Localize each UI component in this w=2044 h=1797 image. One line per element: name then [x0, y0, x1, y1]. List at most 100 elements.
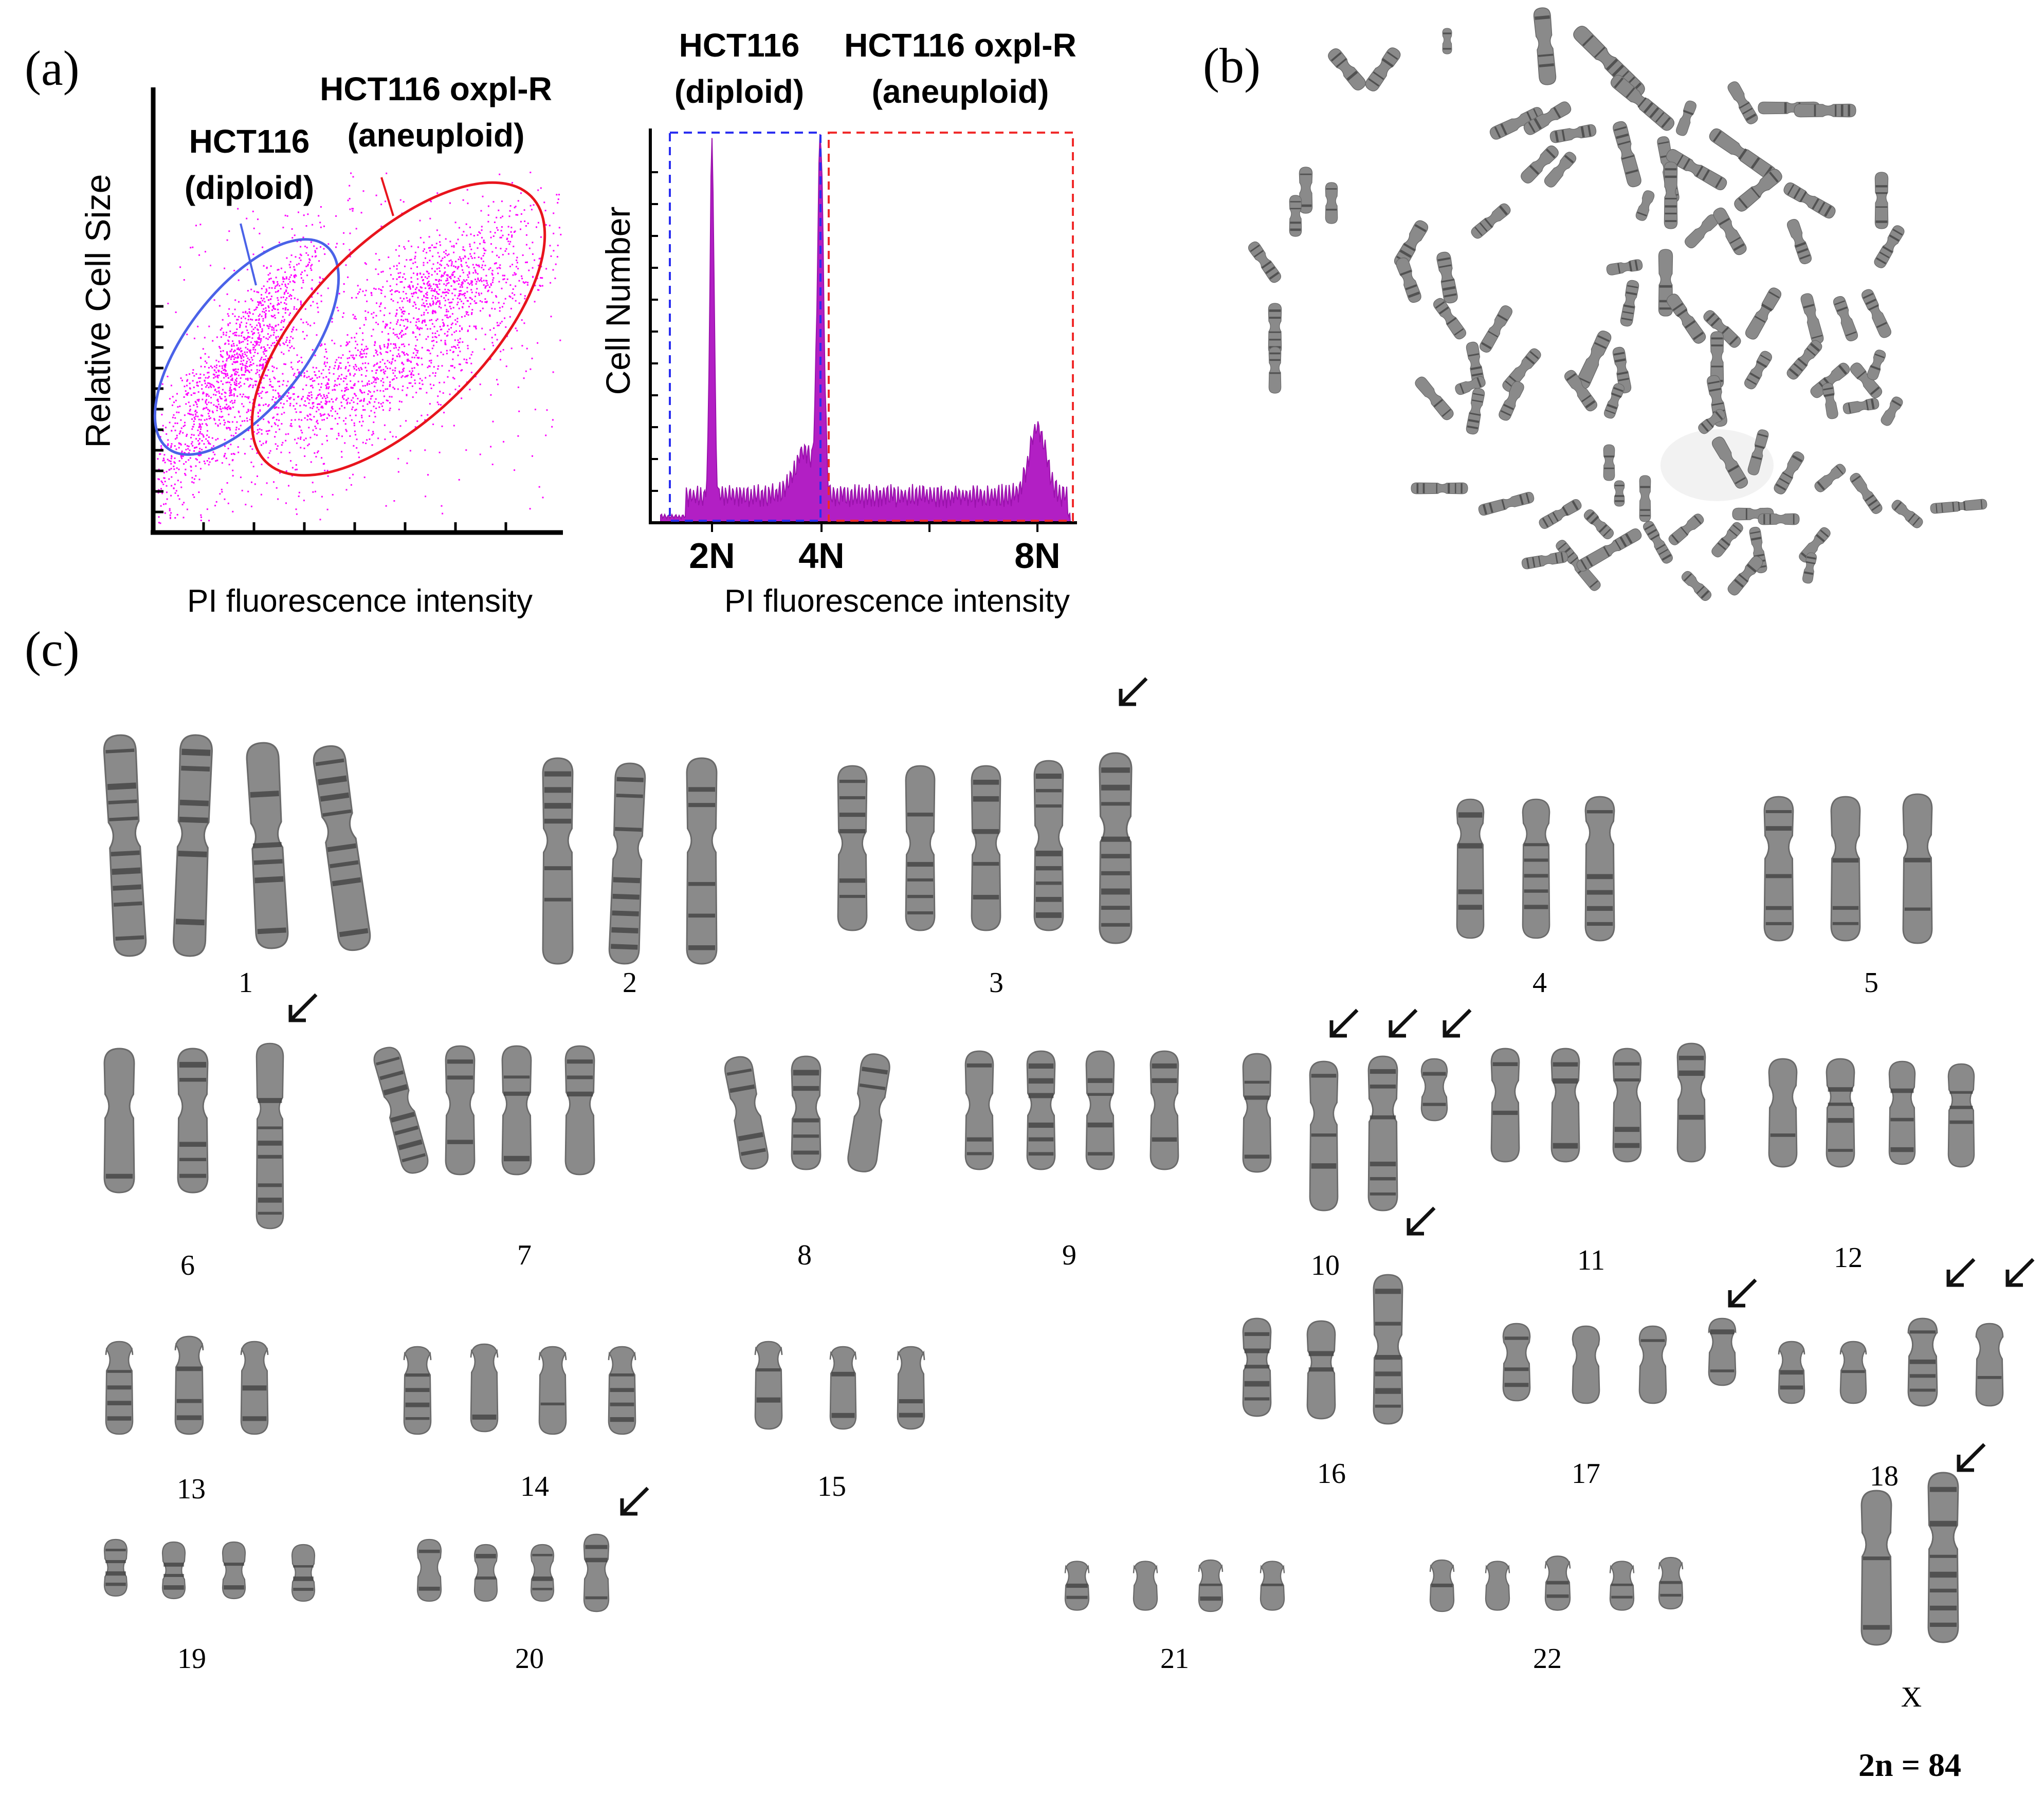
chromosome-body [1810, 362, 1850, 398]
chromosome-band [1828, 1149, 1853, 1152]
chromosome-body [1544, 152, 1577, 188]
chromosome-band [1614, 1127, 1640, 1132]
chromosome-band [1269, 331, 1281, 333]
karyotype-chromosome [1522, 798, 1550, 939]
chromosome-band [1244, 1381, 1270, 1387]
chromosome-band [1701, 423, 1709, 432]
chromosome-band [1637, 211, 1647, 217]
chromosome-body [1676, 1042, 1706, 1163]
chromosome-band [315, 758, 344, 766]
karyotype-chromosome [608, 762, 646, 965]
chromosome-band [1765, 826, 1792, 831]
histogram-plot: HCT116 (diploid) HCT116 oxpl-R (aneuploi… [599, 27, 1077, 619]
chromosome-body [1299, 167, 1313, 214]
spread-chromosome [1666, 294, 1706, 344]
chromosome-band [1586, 890, 1613, 895]
spread-chromosome [1455, 376, 1486, 395]
chromosome-band [1811, 335, 1822, 339]
chromosome-band [1525, 356, 1535, 364]
chromosome-band [1458, 843, 1483, 849]
chromosome-body [416, 1538, 442, 1602]
chromosome-body [1635, 190, 1655, 221]
chromosome-band [1875, 185, 1888, 188]
chromosome-band [1373, 71, 1384, 80]
chromosome-body [103, 734, 147, 957]
chromosome-body [1747, 429, 1769, 475]
chromosome-band [1524, 889, 1548, 893]
chromosome-body [256, 1042, 284, 1230]
chromosome-label-3: 3 [989, 967, 1003, 999]
chromosome-band [1524, 858, 1548, 862]
abnormal-arrow [2005, 1258, 2035, 1287]
chromosome-band [1028, 1093, 1054, 1098]
chromosome-band [610, 1373, 634, 1377]
chromosome-band [1963, 501, 1966, 511]
chromosome-band [1489, 503, 1493, 513]
chromosome-band [1614, 77, 1624, 88]
chromosome-band [1066, 1596, 1088, 1599]
chromosome-body [1433, 298, 1467, 340]
chromosome-band [1865, 494, 1874, 502]
chromosome-label-15: 15 [817, 1471, 846, 1502]
chromosome-band [899, 1413, 923, 1418]
chromosome-band [1375, 1289, 1401, 1294]
chromosome-band [756, 1368, 781, 1372]
chromosome-band [1618, 378, 1629, 381]
chromosome-body [1268, 303, 1282, 355]
abnormal-arrow [1957, 1443, 1986, 1472]
chromosome-band [1828, 1087, 1853, 1092]
chromosome-band [1482, 504, 1488, 515]
chromosome-band [1734, 579, 1744, 588]
chromosome-band [1693, 515, 1702, 524]
chromosome-band [1848, 104, 1850, 117]
chromosome-band [1711, 402, 1724, 406]
karyotype-chromosome [1778, 1341, 1805, 1404]
chromosome-band [405, 1402, 430, 1407]
chromosome-body [1727, 81, 1758, 124]
chromosome-band [503, 1156, 530, 1162]
chromosome-body [1860, 1490, 1892, 1646]
chromosome-band [831, 1413, 855, 1418]
chromosome-band [1659, 300, 1672, 303]
chromosome-body [1734, 169, 1782, 212]
chromosome-band [1101, 923, 1130, 927]
chromosome-band [1870, 399, 1875, 409]
chromosome-band [1087, 1093, 1113, 1096]
chromosome-band [1795, 242, 1806, 248]
chromosome-band [1370, 1084, 1396, 1089]
chromosome-band [1710, 317, 1720, 327]
chromosome-band [793, 1086, 819, 1091]
chromosome-body [1365, 47, 1401, 91]
chromosome-band [1643, 102, 1654, 114]
chromosome-band [1526, 558, 1530, 569]
chromosome-band [1479, 222, 1488, 232]
chromosome-band [1524, 905, 1548, 909]
chromosome-band [1504, 1383, 1529, 1387]
chromosome-body [829, 1346, 857, 1430]
chromosome-body [291, 1544, 316, 1602]
chromosome-band [1484, 218, 1493, 228]
chromosome-band [1439, 306, 1449, 315]
chromosome-band [1909, 1374, 1936, 1378]
chromosome-band [242, 1385, 267, 1391]
chromosome-band [1793, 363, 1803, 372]
karyotype-chromosome [1026, 1050, 1056, 1170]
chromosome-band [1618, 140, 1631, 145]
chromosome-band [1553, 1143, 1578, 1149]
chromosome-band [1835, 104, 1837, 117]
chromosome-band [176, 1366, 202, 1371]
chromosome-label-19: 19 [177, 1643, 206, 1675]
karyotype-chromosome [161, 1541, 186, 1600]
chromosome-band [318, 775, 347, 785]
chromosome-band [1580, 559, 1587, 570]
chromosome-band [1603, 546, 1610, 557]
karyotype-chromosome [291, 1544, 316, 1602]
chromosome-band [1525, 493, 1530, 503]
chromosome-band [1779, 478, 1790, 485]
chromosome-band [1936, 503, 1938, 513]
karyotype-chromosome [1309, 1060, 1339, 1212]
spread-chromosome [1850, 362, 1883, 398]
chromosome-band [1542, 518, 1549, 527]
chromosome-band [1414, 224, 1427, 232]
chromosome-band [1290, 208, 1301, 210]
